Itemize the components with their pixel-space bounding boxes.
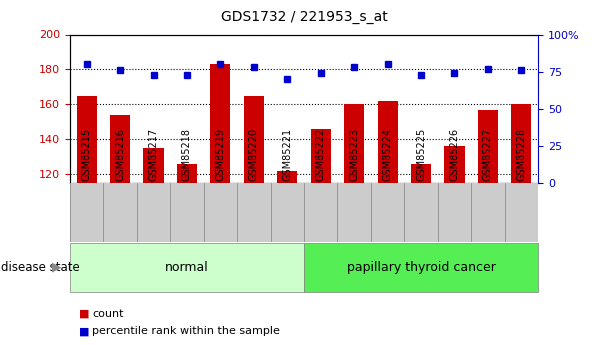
Text: papillary thyroid cancer: papillary thyroid cancer — [347, 261, 496, 274]
Bar — [277, 171, 297, 183]
Text: ■: ■ — [79, 326, 89, 336]
Bar — [478, 110, 498, 183]
Text: ■: ■ — [79, 309, 89, 319]
Bar — [311, 129, 331, 183]
Bar — [244, 96, 264, 183]
Bar — [511, 104, 531, 183]
Bar — [110, 115, 130, 183]
Text: GDS1732 / 221953_s_at: GDS1732 / 221953_s_at — [221, 10, 387, 24]
Text: normal: normal — [165, 261, 209, 274]
Bar — [177, 164, 197, 183]
FancyBboxPatch shape — [304, 243, 538, 292]
Bar — [210, 64, 230, 183]
Bar — [77, 96, 97, 183]
Bar — [444, 146, 465, 183]
FancyBboxPatch shape — [70, 243, 304, 292]
Bar — [143, 148, 164, 183]
Bar — [344, 104, 364, 183]
Text: percentile rank within the sample: percentile rank within the sample — [92, 326, 280, 336]
Text: count: count — [92, 309, 124, 319]
Bar — [411, 164, 431, 183]
Bar — [378, 101, 398, 183]
Text: ▶: ▶ — [52, 261, 61, 274]
Text: disease state: disease state — [1, 261, 80, 274]
